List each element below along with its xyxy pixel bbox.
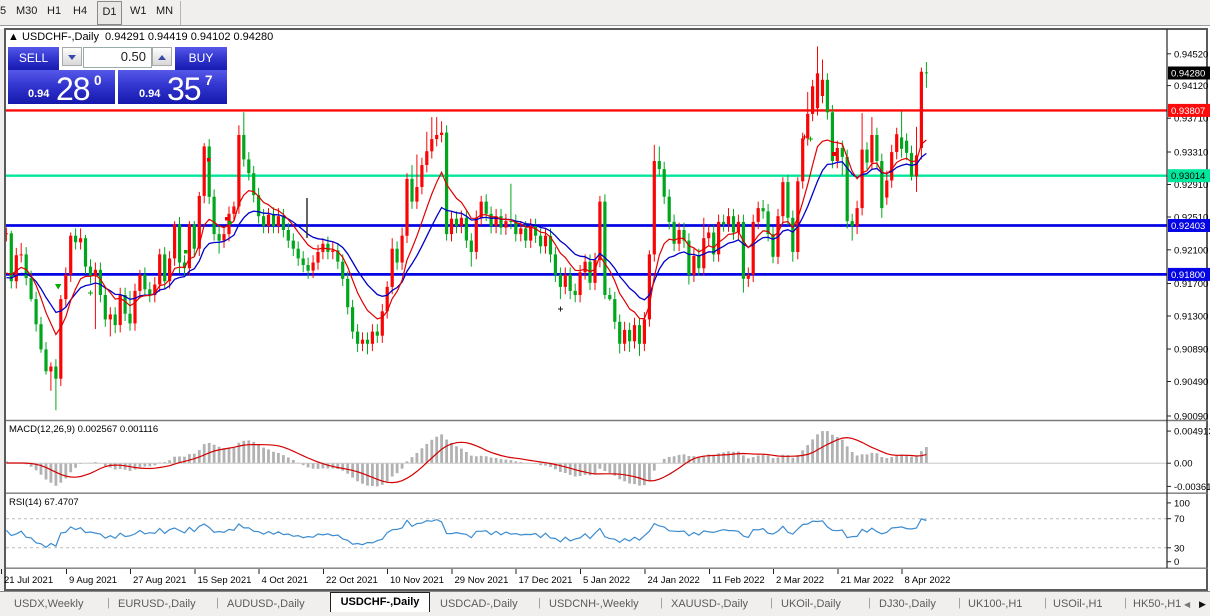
svg-text:0.90090: 0.90090 [1174, 412, 1208, 423]
svg-text:0.93014: 0.93014 [1171, 171, 1205, 182]
svg-text:0.92100: 0.92100 [1174, 245, 1208, 256]
svg-text:0.94520: 0.94520 [1174, 49, 1208, 60]
svg-text:0.93310: 0.93310 [1174, 148, 1208, 159]
svg-text:2 Mar 2022: 2 Mar 2022 [776, 575, 824, 586]
svg-text:0.94120: 0.94120 [1174, 81, 1208, 92]
svg-text:11 Feb 2022: 11 Feb 2022 [712, 575, 765, 586]
svg-text:4 Oct 2021: 4 Oct 2021 [262, 575, 308, 586]
svg-text:21 Jul 2021: 21 Jul 2021 [4, 575, 53, 586]
svg-text:0.91300: 0.91300 [1174, 312, 1208, 323]
svg-text:0.92510: 0.92510 [1174, 213, 1208, 224]
svg-text:MACD(12,26,9) 0.002567 0.00111: MACD(12,26,9) 0.002567 0.001116 [9, 424, 158, 435]
svg-text:0.90890: 0.90890 [1174, 345, 1208, 356]
svg-text:29 Nov 2021: 29 Nov 2021 [455, 575, 509, 586]
svg-text:9 Aug 2021: 9 Aug 2021 [69, 575, 117, 586]
svg-text:0.91700: 0.91700 [1174, 279, 1208, 290]
svg-text:0.004913: 0.004913 [1174, 427, 1210, 438]
svg-text:0.91800: 0.91800 [1171, 270, 1205, 281]
svg-text:0: 0 [1174, 557, 1179, 568]
svg-text:0.92910: 0.92910 [1174, 180, 1208, 191]
svg-text:0.92403: 0.92403 [1171, 221, 1205, 232]
svg-text:▲ USDCHF-,Daily 0.94291 0.944: ▲ USDCHF-,Daily 0.94291 0.94419 0.94102 … [8, 31, 273, 43]
svg-text:24 Jan 2022: 24 Jan 2022 [648, 575, 700, 586]
svg-text:27 Aug 2021: 27 Aug 2021 [133, 575, 186, 586]
svg-text:RSI(14) 67.4707: RSI(14) 67.4707 [9, 497, 79, 508]
svg-text:21 Mar 2022: 21 Mar 2022 [841, 575, 894, 586]
svg-text:0.94280: 0.94280 [1171, 69, 1205, 80]
svg-text:15 Sep 2021: 15 Sep 2021 [198, 575, 252, 586]
svg-text:-0.003614: -0.003614 [1174, 482, 1210, 493]
svg-text:0.00: 0.00 [1174, 459, 1193, 470]
svg-text:17 Dec 2021: 17 Dec 2021 [519, 575, 573, 586]
svg-text:8 Apr 2022: 8 Apr 2022 [905, 575, 951, 586]
svg-text:70: 70 [1174, 514, 1185, 525]
svg-text:10 Nov 2021: 10 Nov 2021 [390, 575, 444, 586]
svg-text:0.93710: 0.93710 [1174, 114, 1208, 125]
svg-text:0.90490: 0.90490 [1174, 377, 1208, 388]
svg-text:5 Jan 2022: 5 Jan 2022 [583, 575, 630, 586]
svg-text:100: 100 [1174, 498, 1190, 509]
svg-text:30: 30 [1174, 543, 1185, 554]
svg-text:22 Oct 2021: 22 Oct 2021 [326, 575, 378, 586]
svg-text:0.93807: 0.93807 [1171, 106, 1205, 117]
